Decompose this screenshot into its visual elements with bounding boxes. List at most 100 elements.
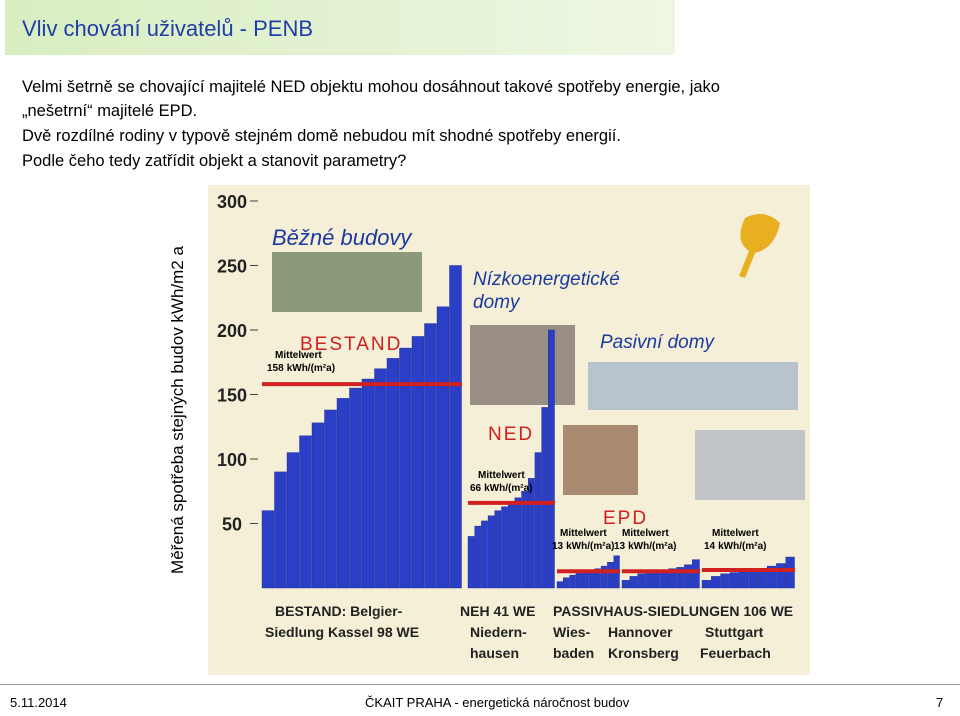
- bar: [541, 407, 549, 589]
- logo: [739, 214, 780, 278]
- mean-value: 13: [614, 541, 626, 552]
- y-tick-label: 50: [222, 515, 242, 535]
- mean-value: 14: [704, 541, 716, 552]
- footer-center: ČKAIT PRAHA - energetická náročnost budo…: [365, 695, 630, 710]
- bar: [481, 520, 488, 589]
- caption: Niedern-: [470, 624, 527, 640]
- bar: [776, 563, 786, 589]
- mean-value: 66: [470, 483, 482, 494]
- bar: [729, 572, 739, 589]
- bar: [607, 562, 614, 589]
- bar: [521, 491, 528, 589]
- mean-label: 13 kWh/(m²a): [614, 541, 676, 552]
- bar: [785, 556, 795, 589]
- bar: [467, 536, 475, 589]
- y-tick-label: 300: [217, 192, 247, 212]
- bar: [668, 568, 677, 589]
- figure-heading: Nízkoenergetické: [473, 269, 620, 290]
- bar: [748, 569, 758, 589]
- bar: [386, 358, 400, 589]
- bar: [324, 409, 337, 589]
- body-line: Podle čeho tedy zatřídit objekt a stanov…: [22, 152, 407, 170]
- bar: [720, 573, 730, 589]
- caption: BESTAND: Belgier-: [275, 603, 403, 619]
- figure-heading: Běžné budovy: [272, 225, 413, 250]
- mean-unit: kWh/(m²a): [484, 483, 532, 494]
- bar: [311, 422, 325, 589]
- caption: Stuttgart: [705, 624, 764, 640]
- footer: 5.11.2014 ČKAIT PRAHA - energetická náro…: [0, 684, 960, 716]
- bar: [594, 568, 601, 589]
- caption: baden: [553, 645, 594, 661]
- footer-date: 5.11.2014: [10, 695, 67, 710]
- caption: NEH 41 WE: [460, 603, 535, 619]
- bar: [507, 502, 515, 589]
- mean-unit: kWh/(m²a): [628, 541, 676, 552]
- mean-word: Mittelwert: [478, 470, 525, 481]
- title-bar: [5, 0, 675, 55]
- bar: [436, 306, 450, 589]
- photo: [588, 362, 798, 410]
- bar: [766, 565, 777, 589]
- mean-word: Mittelwert: [560, 528, 607, 539]
- y-tick-label: 150: [217, 386, 247, 406]
- bar: [684, 564, 692, 589]
- caption: hausen: [470, 645, 519, 661]
- caption: PASSIVHAUS-SIEDLUNGEN 106 WE: [553, 603, 793, 619]
- mean-unit: kWh/(m²a): [718, 541, 766, 552]
- bar: [629, 576, 638, 589]
- mean-value: 158: [267, 363, 284, 374]
- y-tick-label: 250: [217, 257, 247, 277]
- y-tick-label: 100: [217, 450, 247, 470]
- figure-heading: domy: [473, 292, 521, 313]
- figure-heading: EPD: [603, 508, 648, 529]
- bar: [692, 559, 700, 589]
- bar: [399, 347, 412, 589]
- bar: [534, 452, 542, 589]
- mean-label: 14 kWh/(m²a): [704, 541, 766, 552]
- bar: [600, 565, 608, 589]
- figure-heading: Pasivní domy: [600, 332, 716, 353]
- bar: [653, 571, 661, 589]
- bar: [274, 471, 287, 589]
- photo: [470, 325, 575, 405]
- body-line: Velmi šetrně se chovající majitelé NED o…: [22, 78, 720, 96]
- mean-label: 66 kWh/(m²a): [470, 483, 532, 494]
- figure-heading: NED: [488, 424, 534, 445]
- bar: [261, 510, 275, 589]
- caption: Hannover: [608, 624, 673, 640]
- mean-unit: kWh/(m²a): [566, 541, 614, 552]
- mean-unit: kWh/(m²a): [287, 363, 335, 374]
- photo: [563, 425, 638, 495]
- bar: [501, 506, 508, 589]
- bar: [739, 571, 749, 589]
- photo: [695, 430, 805, 500]
- photo: [272, 252, 422, 312]
- bar: [474, 525, 482, 589]
- bar: [299, 435, 312, 589]
- bar: [676, 567, 685, 589]
- bar: [374, 368, 387, 589]
- body-line: Dvě rozdílné rodiny v typově stejném dom…: [22, 127, 621, 145]
- bar: [494, 510, 502, 589]
- figure-heading: BESTAND: [300, 334, 402, 355]
- bar: [349, 387, 362, 589]
- bar: [487, 515, 495, 589]
- y-axis-label: Měřená spotřeba stejných budov kWh/m2 a: [168, 246, 187, 574]
- bar: [528, 478, 535, 589]
- mean-value: 13: [552, 541, 564, 552]
- bar: [575, 572, 582, 589]
- mean-word: Mittelwert: [622, 528, 669, 539]
- bar: [424, 323, 437, 589]
- bar: [286, 452, 300, 589]
- figure: Měřená spotřeba stejných budov kWh/m2 a …: [168, 185, 810, 675]
- bar: [711, 576, 721, 589]
- bar: [336, 398, 350, 589]
- bar: [563, 577, 570, 589]
- bar: [514, 497, 522, 589]
- bar: [701, 580, 712, 589]
- bar: [361, 378, 375, 589]
- bar: [449, 265, 462, 589]
- caption: Feuerbach: [700, 645, 771, 661]
- caption: Wies-: [553, 624, 591, 640]
